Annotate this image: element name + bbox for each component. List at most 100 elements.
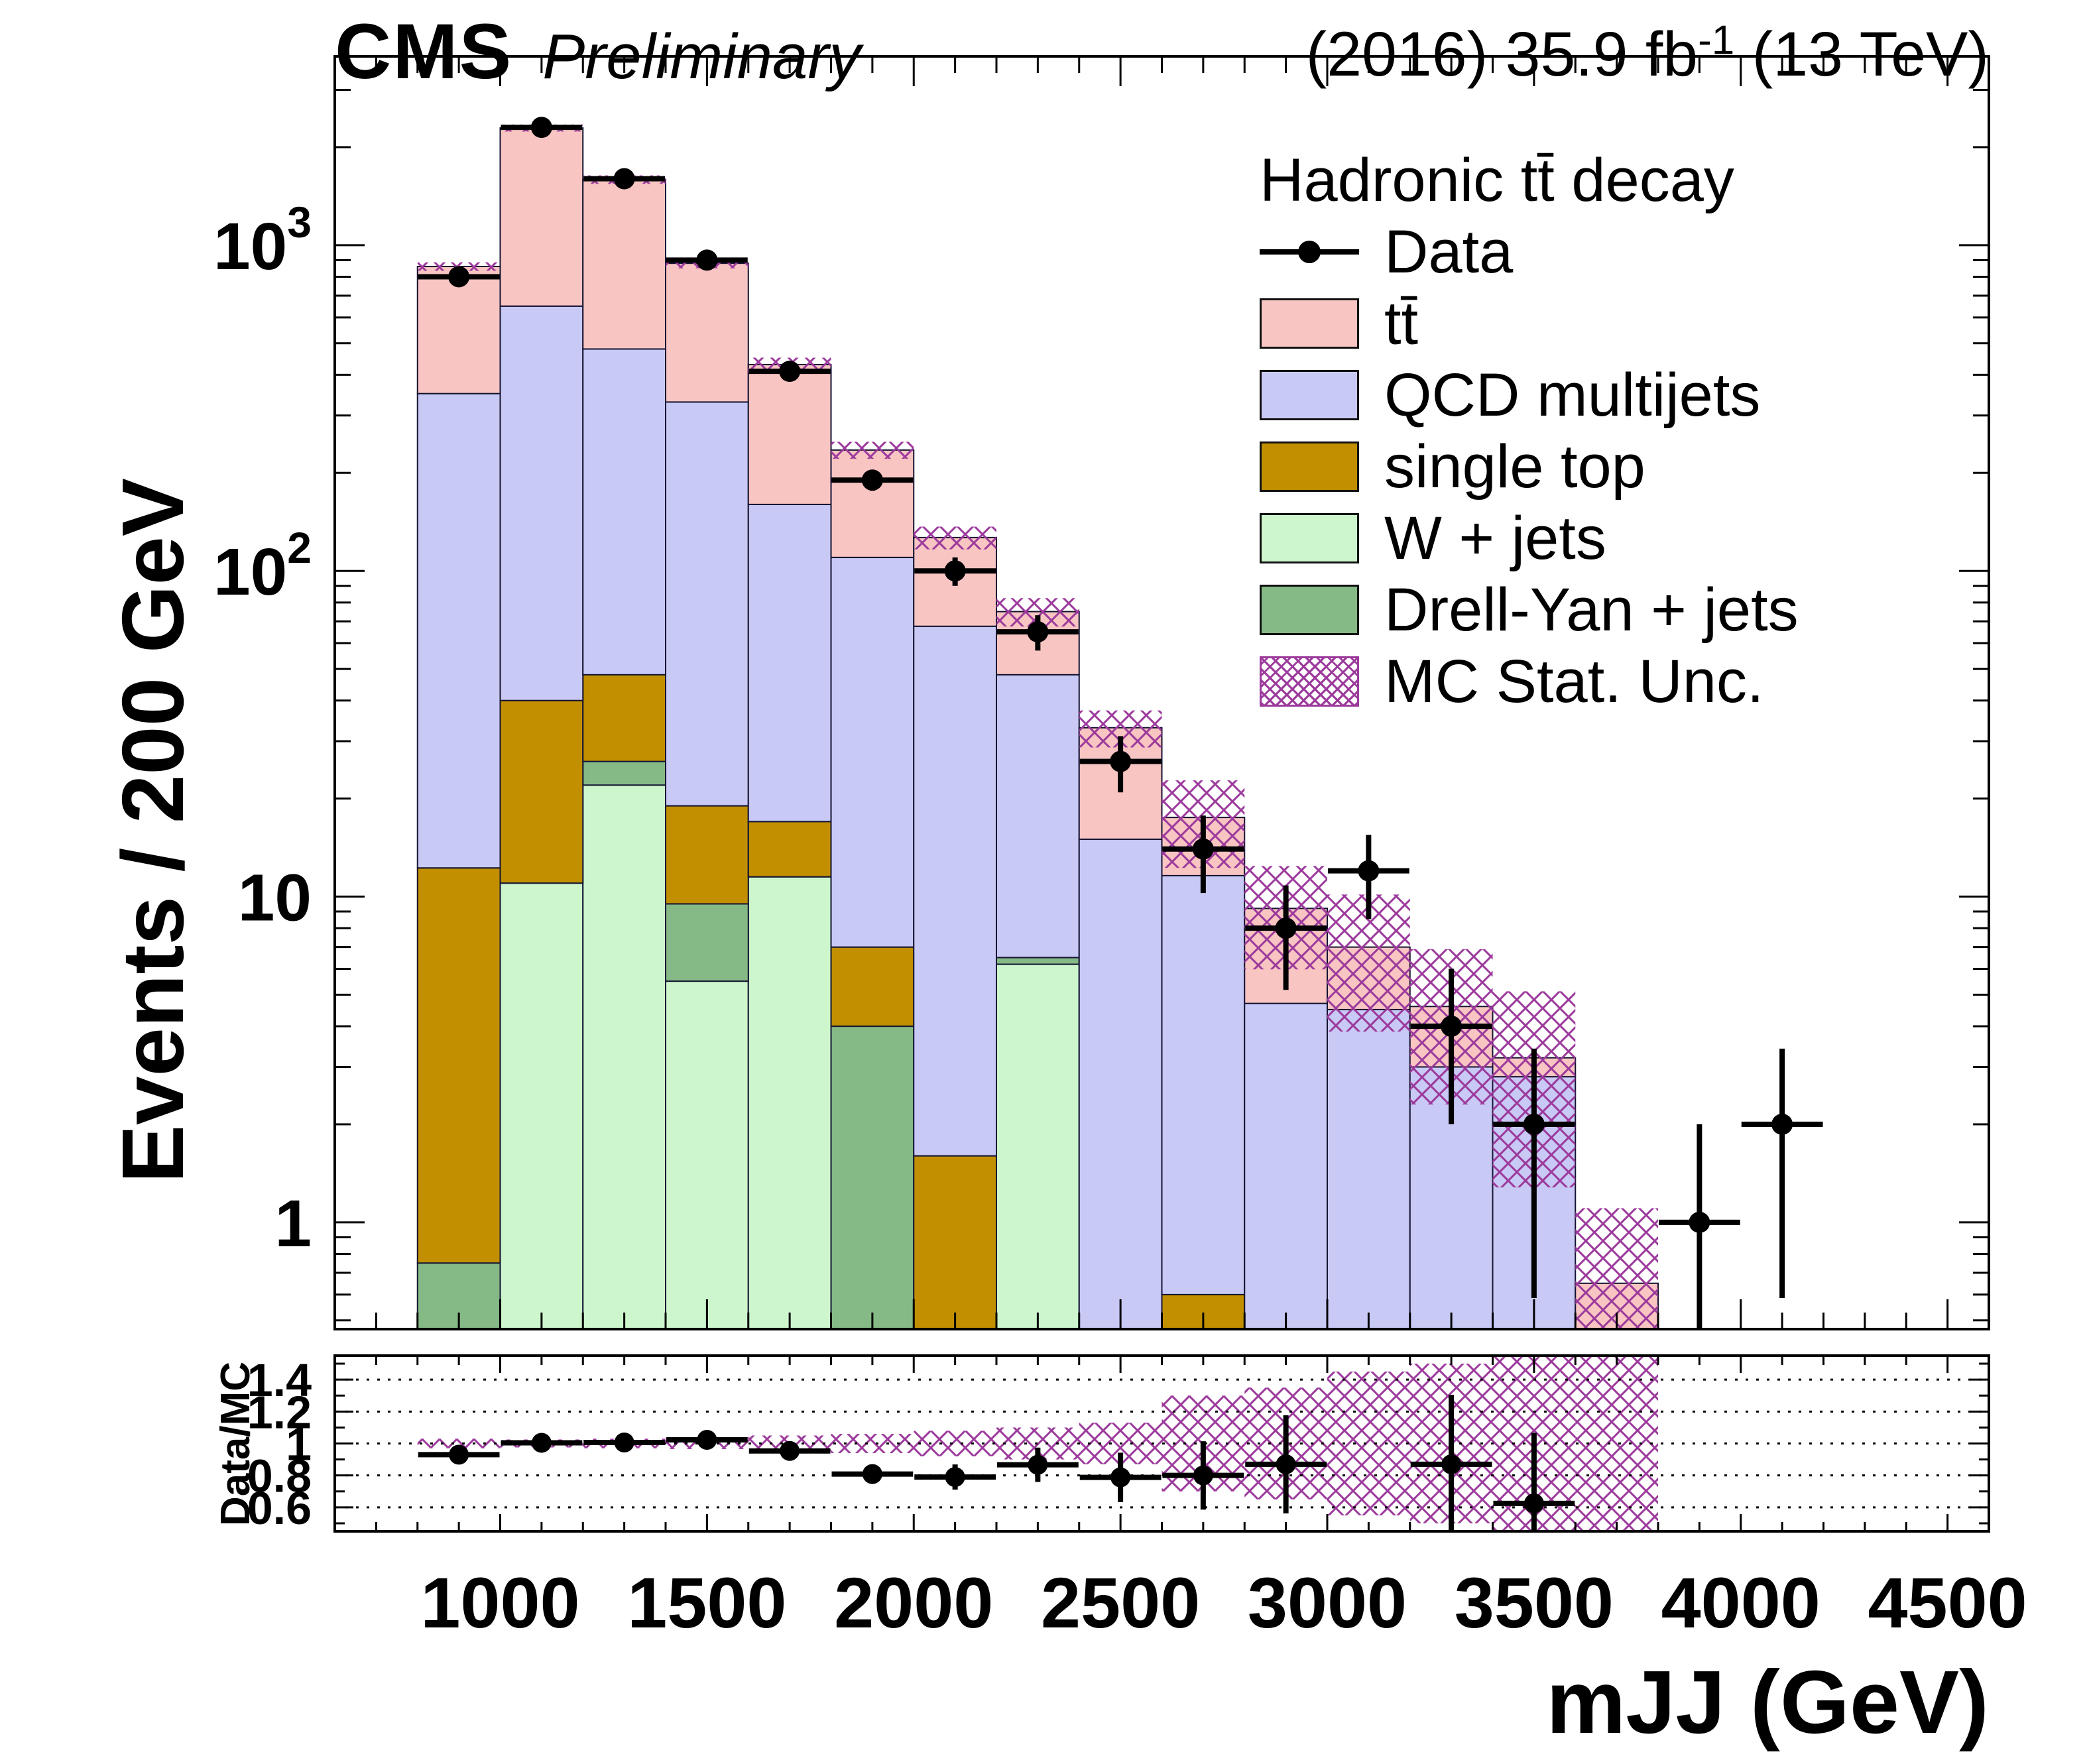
legend-entry-mcstat: MC Stat. Unc.: [1260, 648, 1799, 715]
unc-band-bin: [914, 526, 996, 550]
hist-bar: [665, 263, 749, 403]
hist-bar: [582, 674, 666, 762]
ratio-marker: [449, 1444, 469, 1465]
legend-label: MC Stat. Unc.: [1384, 647, 1764, 715]
legend-label: single top: [1384, 432, 1645, 500]
ratio-marker: [1193, 1465, 1213, 1486]
data-points: [418, 117, 1823, 1329]
legend-label: QCD multijets: [1384, 361, 1761, 429]
hist-bar: [665, 805, 749, 905]
header-lumi-energy: (2016) 35.9 fb-1 (13 TeV): [1306, 19, 1989, 91]
ratio-marker: [1110, 1467, 1131, 1488]
mcstat-hatch-icon: [1260, 656, 1359, 707]
x-tick-label: 3500: [1455, 1562, 1614, 1643]
status-label: Preliminary: [542, 21, 861, 92]
hist-bar: [996, 963, 1080, 1330]
hist-bar: [747, 503, 832, 823]
energy-text: (13 TeV): [1734, 19, 1989, 89]
legend: Hadronic tt̄ decay Data tt̄ QCD multijet…: [1260, 147, 1799, 715]
hist-bar: [665, 980, 749, 1330]
y-tick-label: 103: [213, 198, 312, 284]
x-tick-labels: 1000 1500 2000 2500 3000 3500 4000 4500: [420, 1562, 2027, 1643]
data-marker: [861, 469, 883, 491]
y-axis-title: Events / 200 GeV: [104, 478, 202, 1183]
wjets-swatch-icon: [1260, 513, 1359, 563]
hist-bar: [996, 674, 1080, 959]
hist-bar: [665, 401, 749, 807]
legend-label: tt̄: [1384, 289, 1419, 357]
legend-entry-wjets: W + jets: [1260, 504, 1799, 572]
x-tick-label: 1000: [420, 1562, 579, 1643]
ratio-band-bin: [417, 1439, 501, 1448]
data-marker: [1110, 750, 1132, 772]
hist-bar: [747, 821, 832, 878]
x-tick-label: 1500: [627, 1562, 786, 1643]
qcd-swatch-icon: [1260, 370, 1359, 420]
ratio-tick-label: 1.4: [247, 1354, 312, 1406]
x-tick-label: 4500: [1868, 1562, 2027, 1643]
header-left: CMS Preliminary: [335, 7, 861, 97]
hist-bar: [1078, 839, 1163, 1330]
data-marker: [1027, 621, 1049, 643]
data-marker: [448, 266, 470, 288]
hist-bar: [665, 903, 749, 982]
data-marker: [530, 117, 552, 139]
main-frame: [333, 55, 1990, 1330]
ratio-marker: [1523, 1493, 1544, 1513]
x-tick-label: 2000: [834, 1562, 993, 1643]
ratio-marker: [780, 1441, 800, 1461]
data-marker: [944, 560, 966, 582]
data-marker: [1358, 860, 1380, 882]
drellyan-swatch-icon: [1260, 585, 1359, 635]
x-tick-label: 4000: [1661, 1562, 1820, 1643]
legend-entry-ttbar: tt̄: [1260, 290, 1799, 357]
data-marker: [613, 168, 635, 190]
legend-entry-data: Data: [1260, 217, 1799, 286]
legend-entry-qcd: QCD multijets: [1260, 361, 1799, 429]
ratio-tick-label: 0.6: [247, 1482, 312, 1534]
hist-bar: [1244, 1002, 1328, 1330]
x-tick-label: 3000: [1248, 1562, 1407, 1643]
hist-bar: [499, 699, 584, 884]
hist-bar: [499, 882, 584, 1330]
ttbar-swatch-icon: [1260, 298, 1359, 349]
data-marker: [779, 361, 801, 382]
ratio-tick-labels: 0.60.811.21.4: [247, 1354, 312, 1534]
y-tick-label: 10: [238, 861, 312, 935]
hist-bar: [499, 305, 584, 701]
hist-bar: [499, 127, 584, 307]
ratio-marker: [1276, 1454, 1296, 1474]
data-marker: [1689, 1211, 1710, 1233]
ratio-marker: [945, 1467, 965, 1488]
ratio-ticks: [333, 1356, 1990, 1531]
legend-label: W + jets: [1384, 504, 1606, 572]
data-marker-icon: [1260, 227, 1359, 277]
legend-label: Data: [1384, 217, 1514, 286]
legend-label: Drell-Yan + jets: [1384, 575, 1799, 644]
legend-entry-singletop: single top: [1260, 432, 1799, 500]
hist-bar: [913, 625, 997, 1157]
hist-bar: [830, 1026, 915, 1330]
ratio-frame: [333, 1354, 1990, 1533]
lumi-exponent: -1: [1698, 17, 1735, 64]
data-marker: [1192, 838, 1214, 860]
lumi-text: (2016) 35.9 fb: [1305, 19, 1699, 89]
hist-bar: [416, 265, 501, 394]
hist-bar: [747, 363, 832, 505]
hist-bar: [1327, 1008, 1411, 1330]
ratio-marker: [1441, 1454, 1462, 1474]
hist-bar: [582, 178, 666, 350]
y-tick-labels: 1 10 102 103: [213, 198, 312, 1261]
hist-bar: [913, 1155, 997, 1330]
hist-bar: [996, 957, 1080, 965]
x-tick-label: 2500: [1041, 1562, 1200, 1643]
hist-bar: [582, 784, 666, 1330]
ratio-tick-label: 0.8: [247, 1450, 312, 1502]
axis-ticks: [333, 56, 1990, 1329]
ratio-points: [418, 1395, 1575, 1531]
legend-title: Hadronic tt̄ decay: [1260, 146, 1734, 214]
data-marker: [1441, 1016, 1462, 1037]
legend-entry-drellyan: Drell-Yan + jets: [1260, 575, 1799, 644]
